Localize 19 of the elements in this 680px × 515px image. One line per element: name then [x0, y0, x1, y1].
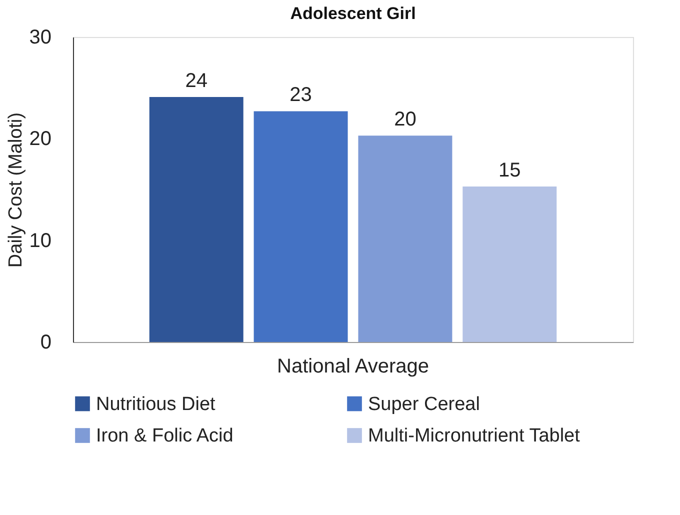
y-axis-title: Daily Cost (Maloti) — [5, 112, 26, 268]
legend-label: Multi-Micronutrient Tablet — [368, 426, 581, 446]
data-label: 24 — [185, 70, 208, 92]
x-tick-label: National Average — [277, 356, 429, 378]
legend-label: Iron & Folic Acid — [96, 426, 234, 446]
legend-label: Nutritious Diet — [96, 394, 216, 415]
y-tick-label: 10 — [29, 230, 52, 252]
data-label: 15 — [498, 159, 521, 182]
data-label: 20 — [394, 108, 416, 131]
chart-title: Adolescent Girl — [290, 4, 416, 23]
bar — [358, 136, 452, 342]
legend-label: Super Cereal — [368, 394, 480, 415]
bar — [254, 111, 348, 342]
bar — [462, 186, 557, 342]
data-label: 23 — [290, 84, 312, 106]
bar — [149, 96, 244, 342]
y-tick-label: 20 — [29, 128, 52, 150]
y-tick-label: 0 — [40, 332, 52, 354]
y-tick-label: 30 — [29, 26, 52, 48]
